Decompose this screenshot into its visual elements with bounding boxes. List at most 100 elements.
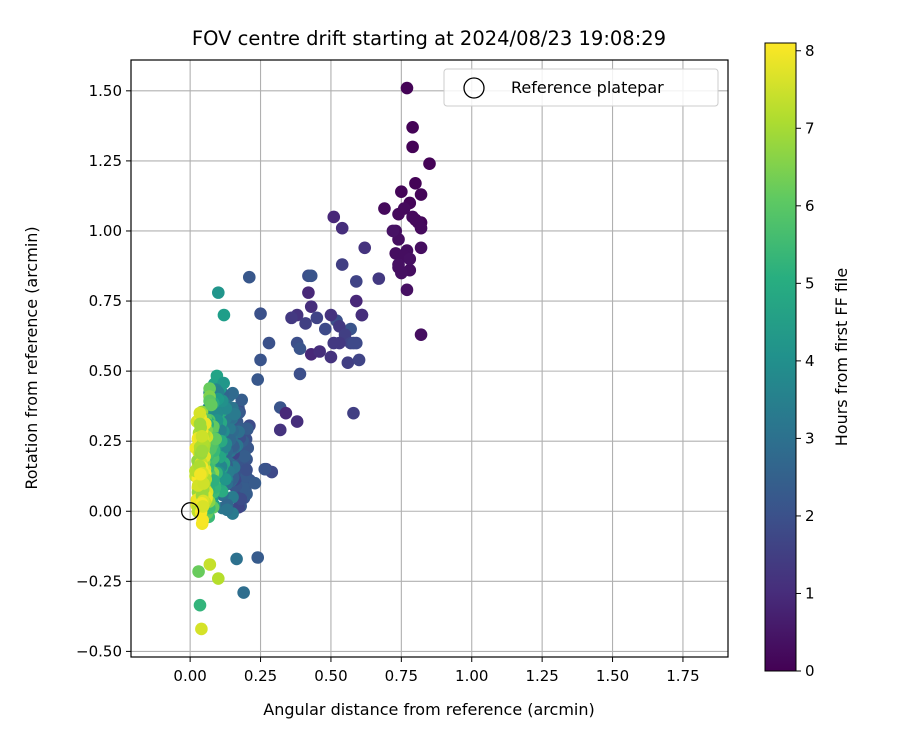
x-axis-ticks: 0.00 0.25 0.50 0.75 1.00 1.25 1.50 1.75 xyxy=(173,657,700,685)
data-point xyxy=(237,586,250,599)
colorbar: 0 1 2 3 4 5 6 7 8 Hours from first FF file xyxy=(764,42,851,680)
data-point xyxy=(319,322,332,336)
data-points xyxy=(189,81,436,636)
data-point xyxy=(397,202,411,215)
x-tick-label: 1.25 xyxy=(525,667,558,685)
y-tick-label: −0.25 xyxy=(76,572,122,590)
data-point xyxy=(196,513,210,527)
data-point xyxy=(414,188,428,201)
data-point xyxy=(293,342,307,355)
data-point xyxy=(279,406,293,420)
data-point xyxy=(262,336,276,350)
colorbar-tick-label: 2 xyxy=(805,507,815,525)
data-point xyxy=(349,275,363,288)
data-point xyxy=(299,317,312,330)
data-point xyxy=(414,221,428,235)
data-point xyxy=(400,283,414,297)
data-point xyxy=(347,406,360,420)
chart-title: FOV centre drift starting at 2024/08/23 … xyxy=(192,27,666,50)
legend-marker-icon xyxy=(463,77,485,99)
colorbar-tick-label: 1 xyxy=(805,584,815,602)
data-point xyxy=(395,185,408,199)
data-point xyxy=(194,467,207,481)
colorbar-tick-label: 4 xyxy=(805,352,815,370)
data-point xyxy=(226,386,239,400)
y-axis-ticks: −0.50 −0.25 0.00 0.25 0.50 0.75 1.00 1.25 1.50 xyxy=(76,82,131,660)
data-point xyxy=(258,462,272,476)
data-point xyxy=(235,393,249,407)
data-point xyxy=(324,308,338,322)
data-point xyxy=(230,552,243,566)
data-point xyxy=(217,308,231,322)
data-point xyxy=(327,210,341,224)
data-point xyxy=(313,345,326,358)
x-tick-label: 1.50 xyxy=(596,667,629,685)
data-point xyxy=(324,350,338,364)
data-point xyxy=(392,258,405,271)
data-point xyxy=(242,270,256,284)
data-point xyxy=(304,269,318,283)
data-point xyxy=(254,307,267,320)
data-point xyxy=(195,622,208,636)
data-point xyxy=(409,177,422,190)
data-point xyxy=(220,503,234,517)
data-point xyxy=(211,572,225,585)
data-point xyxy=(193,406,207,420)
data-point xyxy=(195,444,209,458)
data-point xyxy=(205,398,218,412)
x-tick-label: 0.75 xyxy=(385,667,418,685)
reference-point-marker xyxy=(180,502,200,521)
data-point xyxy=(196,500,210,513)
x-tick-label: 0.50 xyxy=(314,667,347,685)
data-point xyxy=(378,202,391,215)
data-point xyxy=(347,336,360,350)
data-point xyxy=(240,463,253,477)
data-point xyxy=(203,558,217,571)
data-point xyxy=(406,120,419,134)
data-point xyxy=(248,476,262,490)
data-point xyxy=(414,328,428,341)
y-tick-label: 0.25 xyxy=(89,432,122,450)
data-point xyxy=(372,272,386,285)
data-point xyxy=(386,224,400,238)
data-point xyxy=(327,336,341,350)
data-point xyxy=(414,241,428,255)
y-tick-label: 0.00 xyxy=(89,502,122,520)
data-point xyxy=(400,81,414,95)
data-point xyxy=(302,286,315,299)
data-point xyxy=(293,367,307,381)
data-point xyxy=(406,140,419,154)
y-axis-label: Rotation from reference (arcmin) xyxy=(22,226,41,489)
data-point xyxy=(192,565,205,578)
x-tick-label: 0.25 xyxy=(244,667,277,685)
data-point xyxy=(193,598,207,612)
data-point xyxy=(358,241,372,255)
y-tick-label: 0.50 xyxy=(89,362,122,380)
colorbar-tick-label: 3 xyxy=(805,429,815,447)
data-point xyxy=(290,415,304,428)
data-point xyxy=(211,286,225,299)
x-tick-label: 1.75 xyxy=(666,667,699,685)
colorbar-tick-label: 5 xyxy=(805,274,815,292)
data-point xyxy=(341,356,355,370)
data-point xyxy=(285,311,298,325)
grid-lines xyxy=(131,60,728,657)
data-point xyxy=(349,294,363,308)
data-point xyxy=(251,551,265,564)
data-point xyxy=(352,353,366,367)
y-tick-label: −0.50 xyxy=(76,642,122,660)
data-point xyxy=(238,450,251,463)
y-tick-label: 1.50 xyxy=(89,82,122,100)
data-point xyxy=(403,252,417,266)
data-point xyxy=(423,157,436,171)
x-axis-label: Angular distance from reference (arcmin) xyxy=(263,700,594,719)
colorbar-tick-label: 0 xyxy=(805,662,815,680)
legend-box xyxy=(443,68,719,107)
plot-frame xyxy=(130,59,729,658)
colorbar-tick-label: 6 xyxy=(805,197,815,215)
data-point xyxy=(195,430,209,443)
data-point xyxy=(335,258,349,271)
x-tick-label: 1.00 xyxy=(455,667,488,685)
colorbar-ticks: 0 1 2 3 4 5 6 7 8 xyxy=(796,42,815,680)
